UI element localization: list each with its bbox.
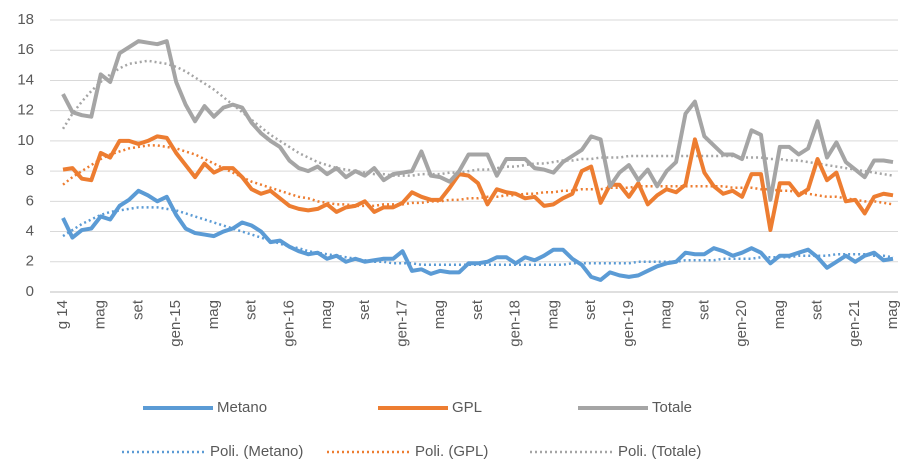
series-line — [62, 206, 894, 267]
x-tick-label: set — [809, 299, 826, 320]
x-tick-label: mag — [92, 300, 109, 329]
series-line — [62, 144, 894, 208]
x-tick-label: gen-17 — [394, 300, 411, 347]
x-tick-label: gen-20 — [733, 300, 750, 347]
y-tick-label: 14 — [17, 71, 34, 88]
x-tick-label: mag — [544, 300, 561, 329]
legend-label: GPL — [452, 399, 482, 416]
x-tick-label: gen-16 — [280, 300, 297, 347]
legend-label: Poli. (Metano) — [210, 443, 303, 460]
x-tick-label: gen-21 — [846, 300, 863, 347]
x-tick-label: gen-15 — [167, 300, 184, 347]
x-tick-label: gen-19 — [620, 300, 637, 347]
legend-label: Poli. (Totale) — [618, 443, 701, 460]
x-tick-label: set — [356, 299, 373, 320]
x-tick-label: mag — [658, 300, 675, 329]
x-tick-label: mag — [318, 300, 335, 329]
y-tick-label: 18 — [17, 11, 34, 28]
y-tick-label: 8 — [26, 162, 34, 179]
y-tick-label: 12 — [17, 102, 34, 119]
series-line — [61, 59, 894, 177]
y-tick-label: 4 — [26, 223, 34, 240]
x-tick-label: g 14 — [54, 300, 71, 329]
x-tick-label: mag — [884, 300, 901, 329]
series-line — [62, 134, 894, 233]
x-tick-label: set — [129, 299, 146, 320]
series-line — [61, 188, 894, 282]
x-tick-label: gen-18 — [507, 300, 524, 347]
y-tick-label: 2 — [26, 253, 34, 270]
x-tick-label: set — [243, 299, 260, 320]
series-line — [61, 39, 894, 202]
x-tick-label: mag — [205, 300, 222, 329]
x-tick-label: set — [695, 299, 712, 320]
x-tick-label: mag — [431, 300, 448, 329]
x-tick-label: mag — [771, 300, 788, 329]
y-tick-label: 0 — [26, 283, 34, 300]
x-tick-label: set — [469, 299, 486, 320]
y-tick-label: 10 — [17, 132, 34, 149]
legend-label: Poli. (GPL) — [415, 443, 488, 460]
legend-label: Totale — [652, 399, 692, 416]
y-tick-label: 16 — [17, 41, 34, 58]
legend-label: Metano — [217, 399, 267, 416]
x-tick-label: set — [582, 299, 599, 320]
y-tick-label: 6 — [26, 192, 34, 209]
